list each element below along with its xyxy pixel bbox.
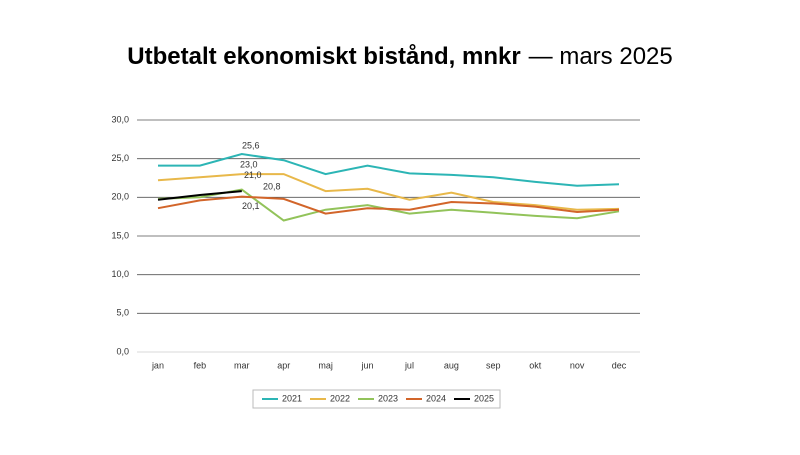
y-tick-label: 30,0	[111, 114, 129, 124]
x-tick-label: jan	[151, 360, 164, 370]
data-label: 23,0	[240, 160, 258, 170]
x-tick-label: okt	[529, 360, 542, 370]
x-tick-label: aug	[444, 360, 459, 370]
subtitle: — mars 2025	[529, 43, 673, 70]
x-tick-label: jul	[404, 360, 414, 370]
x-tick-label: mar	[234, 360, 250, 370]
x-tick-label: jun	[361, 360, 374, 370]
data-label: 25,6	[242, 140, 260, 150]
legend-label: 2021	[282, 393, 302, 403]
y-tick-label: 0,0	[116, 346, 129, 356]
legend-label: 2025	[474, 393, 494, 403]
x-tick-label: apr	[277, 360, 290, 370]
series-line	[158, 152, 620, 187]
title: Utbetalt ekonomiskt bistånd, mnkr	[127, 43, 520, 70]
data-label: 21,0	[244, 170, 262, 180]
x-tick-label: maj	[318, 360, 333, 370]
series-line	[157, 173, 620, 211]
legend-label: 2022	[330, 393, 350, 403]
legend-box	[252, 389, 501, 409]
x-tick-label: sep	[486, 360, 501, 370]
x-tick-label: feb	[194, 360, 207, 370]
data-label: 20,1	[242, 201, 260, 211]
y-tick-label: 10,0	[111, 269, 129, 279]
legend-label: 2024	[426, 393, 446, 403]
y-tick-label: 15,0	[111, 230, 129, 240]
data-label: 20,8	[263, 182, 281, 192]
y-tick-label: 5,0	[116, 308, 129, 318]
chart-title: Utbetalt ekonomiskt bistånd, mnkr — mars …	[127, 43, 672, 70]
legend-label: 2023	[378, 393, 398, 403]
series-line	[157, 195, 620, 215]
series-line	[157, 190, 242, 201]
y-tick-label: 25,0	[111, 153, 129, 163]
x-tick-label: nov	[570, 360, 585, 370]
y-tick-label: 20,0	[111, 192, 129, 202]
x-tick-label: dec	[612, 360, 627, 370]
